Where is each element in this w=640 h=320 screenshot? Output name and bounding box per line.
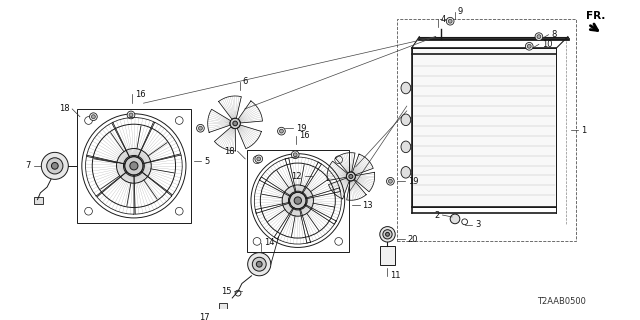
Bar <box>247 149 349 252</box>
Text: 3: 3 <box>476 220 481 229</box>
Bar <box>397 19 575 241</box>
Circle shape <box>248 253 271 276</box>
Circle shape <box>406 169 412 175</box>
Circle shape <box>385 232 389 236</box>
Text: 13: 13 <box>362 201 373 210</box>
Text: 9: 9 <box>458 7 463 16</box>
Text: 16: 16 <box>299 132 309 140</box>
Bar <box>412 48 556 207</box>
Circle shape <box>129 161 138 171</box>
Ellipse shape <box>401 82 411 94</box>
Circle shape <box>230 118 241 129</box>
Circle shape <box>537 35 541 39</box>
Circle shape <box>51 163 58 169</box>
Circle shape <box>255 155 262 163</box>
Text: 18: 18 <box>59 104 69 114</box>
Text: 16: 16 <box>135 90 145 99</box>
Bar <box>34 197 44 204</box>
Circle shape <box>525 43 533 50</box>
Bar <box>77 109 191 222</box>
Circle shape <box>219 310 227 318</box>
Text: 20: 20 <box>408 235 419 244</box>
Text: 12: 12 <box>291 172 301 181</box>
Ellipse shape <box>401 141 411 153</box>
Text: 10: 10 <box>542 40 552 49</box>
Circle shape <box>289 192 306 209</box>
Circle shape <box>233 121 237 126</box>
Circle shape <box>253 156 261 164</box>
Circle shape <box>380 227 396 242</box>
Circle shape <box>127 111 135 119</box>
Circle shape <box>335 156 342 164</box>
Text: 1: 1 <box>581 126 587 135</box>
Circle shape <box>406 144 412 150</box>
Circle shape <box>175 207 183 215</box>
Text: T2AAB0500: T2AAB0500 <box>537 297 586 306</box>
Circle shape <box>388 179 392 183</box>
Circle shape <box>42 152 68 179</box>
Text: 5: 5 <box>204 156 209 165</box>
Circle shape <box>387 177 394 185</box>
Circle shape <box>535 33 543 41</box>
Text: 4: 4 <box>440 15 446 24</box>
Circle shape <box>349 174 353 179</box>
Circle shape <box>90 113 97 121</box>
Text: 19: 19 <box>408 177 419 186</box>
Circle shape <box>175 116 183 124</box>
Circle shape <box>346 172 355 181</box>
Circle shape <box>129 113 133 117</box>
Circle shape <box>280 129 284 133</box>
Text: 2: 2 <box>435 211 440 220</box>
Circle shape <box>294 197 301 204</box>
Circle shape <box>289 191 307 210</box>
Text: 6: 6 <box>243 77 248 86</box>
Circle shape <box>450 214 460 224</box>
Text: 8: 8 <box>552 30 557 39</box>
Text: 11: 11 <box>390 271 401 280</box>
Circle shape <box>293 153 297 157</box>
Text: 17: 17 <box>200 313 210 320</box>
Bar <box>219 303 227 318</box>
Circle shape <box>252 257 266 271</box>
Ellipse shape <box>401 166 411 178</box>
Circle shape <box>278 127 285 135</box>
Circle shape <box>125 157 143 175</box>
Circle shape <box>130 162 138 170</box>
Circle shape <box>198 126 202 130</box>
Circle shape <box>257 261 262 267</box>
Circle shape <box>383 230 392 239</box>
Circle shape <box>406 117 412 123</box>
Ellipse shape <box>401 114 411 125</box>
Bar <box>380 246 396 265</box>
Circle shape <box>282 185 314 216</box>
Circle shape <box>448 19 452 23</box>
Circle shape <box>446 17 454 25</box>
Text: FR.: FR. <box>586 11 605 21</box>
Text: 7: 7 <box>26 161 31 170</box>
Circle shape <box>92 115 95 119</box>
Text: 19: 19 <box>296 124 307 133</box>
Circle shape <box>527 44 531 48</box>
Circle shape <box>257 157 260 161</box>
Circle shape <box>406 85 412 91</box>
Circle shape <box>196 124 204 132</box>
Text: 14: 14 <box>264 238 275 247</box>
Circle shape <box>235 290 241 296</box>
Circle shape <box>335 237 342 245</box>
Circle shape <box>291 151 299 159</box>
Circle shape <box>84 207 92 215</box>
Circle shape <box>124 156 144 176</box>
Circle shape <box>47 158 63 174</box>
Circle shape <box>253 237 261 245</box>
Circle shape <box>116 148 151 183</box>
Text: 15: 15 <box>221 287 231 296</box>
Circle shape <box>294 196 302 205</box>
Text: 18: 18 <box>224 147 235 156</box>
Circle shape <box>84 116 92 124</box>
